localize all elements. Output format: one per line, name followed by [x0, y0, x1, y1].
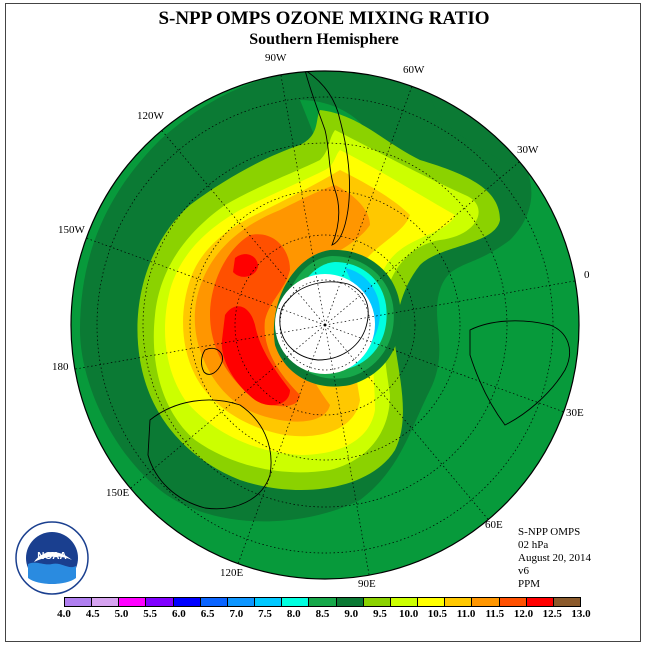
new-zealand-coast — [201, 347, 223, 375]
product-info: S-NPP OMPS 02 hPa August 20, 2014 v6 PPM — [518, 526, 591, 591]
south-america-coast — [304, 71, 350, 246]
lon-label-150w: 150W — [58, 224, 86, 236]
colorbar-segment — [445, 598, 473, 606]
colorbar-segment — [336, 598, 364, 606]
lon-label-120w: 120W — [137, 110, 165, 122]
lon-label-120e: 120E — [220, 567, 244, 579]
colorbar-segment — [418, 598, 446, 606]
colorbar-tick-label: 7.5 — [258, 608, 272, 620]
lon-label-180: 180 — [52, 361, 69, 373]
info-level: 02 hPa — [518, 539, 549, 551]
noaa-logo-text: NOAA — [37, 551, 66, 562]
africa-coast — [469, 320, 570, 426]
colorbar-tick-label: 6.5 — [200, 608, 215, 620]
colorbar-tick-label: 8.5 — [315, 608, 330, 620]
colorbar-segment — [363, 598, 391, 606]
lon-label-30w: 30W — [517, 144, 539, 156]
colorbar-tick-label: 9.5 — [373, 608, 387, 620]
colorbar-tick-label: 5.0 — [114, 608, 129, 620]
colorbar-tick-label: 11.5 — [485, 608, 505, 620]
map-title: S-NPP OMPS OZONE MIXING RATIO — [158, 8, 490, 29]
colorbar-tick-label: 4.0 — [57, 608, 71, 620]
colorbar-segment — [119, 598, 147, 606]
colorbar-tick-label: 10.0 — [399, 608, 419, 620]
contour-12-5-b — [233, 254, 258, 277]
colorbar-ticks: 4.0 4.5 5.0 5.5 6.0 6.5 7.0 7.5 8.0 8.5 9.0 9.5 10.0… — [57, 608, 591, 622]
colorbar-tick-label: 7.0 — [229, 608, 244, 620]
contour-12-5-a — [221, 306, 290, 406]
colorbar-segment — [472, 598, 500, 606]
info-date: August 20, 2014 — [518, 552, 592, 564]
colorbar-segment — [553, 598, 580, 606]
noaa-logo-icon: NOAA — [15, 521, 89, 595]
latitude-circle — [96, 96, 554, 554]
colorbar-segment — [390, 598, 419, 606]
antarctica-coast — [279, 281, 369, 361]
latitude-circle — [142, 142, 508, 508]
colorbar-tick-label: 13.0 — [571, 608, 591, 620]
colorbar-segment — [227, 598, 256, 606]
lon-label-90e: 90E — [358, 578, 376, 590]
colorbar-tick-label: 9.0 — [344, 608, 359, 620]
colorbar-segment — [65, 598, 93, 606]
colorbar-segment — [499, 598, 527, 606]
map-subtitle: Southern Hemisphere — [249, 31, 399, 48]
info-units: PPM — [518, 578, 541, 590]
lon-label-0: 0 — [584, 269, 590, 281]
lon-label-150e: 150E — [106, 487, 130, 499]
colorbar-tick-label: 6.0 — [172, 608, 186, 620]
colorbar — [64, 597, 581, 607]
colorbar-tick-label: 8.0 — [286, 608, 301, 620]
figure-frame — [5, 3, 641, 642]
colorbar-segment — [146, 598, 174, 606]
colorbar-tick-label: 12.0 — [513, 608, 534, 620]
map-boundary — [70, 70, 580, 580]
colorbar-segment — [309, 598, 337, 606]
lon-label-30e: 30E — [566, 407, 584, 419]
lon-label-60e: 60E — [485, 519, 503, 531]
colorbar-segment — [200, 598, 228, 606]
colorbar-tick-label: 10.5 — [427, 608, 447, 620]
colorbar-tick-label: 12.5 — [542, 608, 562, 620]
lon-label-90w: 90W — [265, 52, 287, 64]
info-product: S-NPP OMPS — [518, 526, 581, 538]
ozone-field — [71, 71, 579, 579]
latitude-circle — [234, 234, 416, 416]
coastlines — [147, 71, 570, 510]
colorbar-segment — [173, 598, 201, 606]
latitude-circle — [189, 189, 461, 461]
colorbar-tick-label: 4.5 — [85, 608, 100, 620]
colorbar-tick-label: 5.5 — [143, 608, 158, 620]
australia-coast — [147, 399, 272, 510]
colorbar-segment — [526, 598, 554, 606]
colorbar-tick-label: 11.0 — [456, 608, 476, 620]
info-version: v6 — [518, 565, 529, 577]
colorbar-segment — [92, 598, 120, 606]
colorbar-segment — [282, 598, 310, 606]
colorbar-segment — [255, 598, 283, 606]
lon-label-60w: 60W — [403, 64, 425, 76]
